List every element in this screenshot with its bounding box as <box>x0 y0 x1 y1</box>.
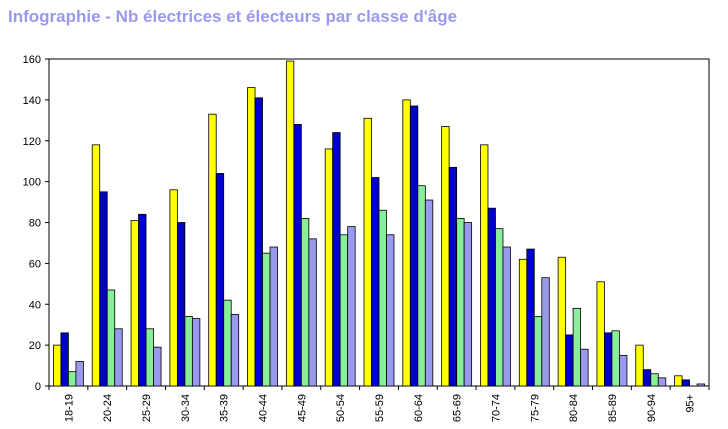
bar-35-39-series-3 <box>223 299 232 387</box>
y-tick-label: 40 <box>29 299 41 311</box>
bar-85-89-series-1 <box>596 281 605 387</box>
bar-85-89-series-3 <box>611 330 620 387</box>
bar-90-94-series-4 <box>657 377 667 387</box>
bar-80-84-series-4 <box>580 348 589 387</box>
bar-70-74-series-2 <box>487 207 496 387</box>
x-tick-label: 80-84 <box>568 394 580 422</box>
bar-55-59-series-1 <box>363 117 372 387</box>
chart-title: Infographie - Nb électrices et électeurs… <box>8 7 458 26</box>
bar-25-29-series-3 <box>145 328 154 387</box>
bar-25-29-series-2 <box>138 213 147 387</box>
x-tick-label: 35-39 <box>219 394 231 422</box>
x-tick-label: 30-34 <box>180 394 192 422</box>
bar-65-69-series-2 <box>448 166 458 387</box>
bar-18-19-series-3 <box>68 371 77 387</box>
y-tick-label: 20 <box>29 340 41 352</box>
x-tick-label: 20-24 <box>102 394 114 422</box>
bar-60-64-series-4 <box>424 199 434 387</box>
y-tick-label: 160 <box>23 54 41 66</box>
bar-60-64-series-2 <box>409 105 419 387</box>
bar-30-34-series-2 <box>176 222 186 387</box>
bar-65-69-series-3 <box>456 218 465 387</box>
bar-75-79-series-3 <box>533 316 543 387</box>
bar-40-44-series-4 <box>269 246 278 387</box>
x-tick-label: 25-29 <box>141 394 153 422</box>
bar-95+-series-1 <box>674 375 683 387</box>
bar-70-74-series-1 <box>480 144 489 387</box>
x-tick-label: 85-89 <box>607 394 619 422</box>
bar-35-39-series-1 <box>208 113 217 387</box>
bar-20-24-series-4 <box>114 328 123 387</box>
bar-80-84-series-1 <box>557 256 567 387</box>
bar-20-24-series-2 <box>99 191 108 387</box>
bar-85-89-series-2 <box>604 332 613 387</box>
y-tick-label: 60 <box>29 258 41 270</box>
x-tick-label: 45-49 <box>296 394 308 422</box>
y-tick-label: 140 <box>23 95 41 107</box>
bar-50-54-series-3 <box>339 234 349 387</box>
bar-45-49-series-2 <box>293 124 302 387</box>
bar-80-84-series-2 <box>565 334 574 387</box>
bar-65-69-series-4 <box>463 222 473 387</box>
bar-70-74-series-4 <box>502 246 511 387</box>
bar-65-69-series-1 <box>441 126 450 387</box>
y-tick-label: 0 <box>35 381 41 393</box>
bar-50-54-series-1 <box>324 148 334 387</box>
bar-60-64-series-1 <box>402 99 411 387</box>
x-tick-label: 60-64 <box>413 394 425 422</box>
bar-18-19-series-1 <box>53 344 62 387</box>
bar-30-34-series-1 <box>169 189 178 387</box>
bar-85-89-series-4 <box>619 354 628 387</box>
x-tick-label: 75-79 <box>529 394 541 422</box>
x-tick-label: 90-94 <box>646 394 658 422</box>
bar-35-39-series-2 <box>215 173 225 387</box>
bar-90-94-series-2 <box>642 369 652 387</box>
x-tick-label: 65-69 <box>452 394 464 422</box>
bar-55-59-series-4 <box>386 234 395 387</box>
bar-50-54-series-4 <box>347 226 356 387</box>
bar-18-19-series-2 <box>60 332 69 387</box>
bar-40-44-series-1 <box>247 87 256 387</box>
y-tick-label: 100 <box>23 177 41 189</box>
bar-25-29-series-4 <box>153 346 162 387</box>
bar-45-49-series-3 <box>300 218 310 387</box>
bar-90-94-series-1 <box>635 344 644 387</box>
x-tick-label: 40-44 <box>258 394 270 422</box>
bar-40-44-series-3 <box>262 252 271 387</box>
x-tick-label: 18-19 <box>63 394 75 422</box>
y-tick-label: 80 <box>29 218 41 230</box>
bar-90-94-series-3 <box>650 373 659 387</box>
x-tick-label: 95+ <box>685 394 697 413</box>
bar-80-84-series-3 <box>572 307 582 387</box>
x-tick-label: 50-54 <box>335 394 347 422</box>
bar-45-49-series-1 <box>285 60 295 387</box>
x-axis-ticks: 18-19 20-24 25-29 30-34 35-39 40-44 45-49 50-54… <box>48 386 710 422</box>
x-tick-label: 55-59 <box>374 394 386 422</box>
bar-20-24-series-1 <box>91 144 101 387</box>
x-tick-label: 70-74 <box>490 394 502 422</box>
bar-18-19-series-4 <box>75 361 84 387</box>
bar-40-44-series-2 <box>254 97 263 387</box>
bar-95+-series-2 <box>681 379 690 387</box>
bar-70-74-series-3 <box>495 228 504 387</box>
y-tick-label: 120 <box>23 136 41 148</box>
bar-45-49-series-4 <box>308 238 317 387</box>
bar-75-79-series-4 <box>541 277 550 387</box>
bar-55-59-series-3 <box>378 209 387 387</box>
bar-60-64-series-3 <box>417 185 426 387</box>
bar-30-34-series-4 <box>191 318 201 387</box>
bar-55-59-series-2 <box>371 177 380 387</box>
bar-20-24-series-3 <box>106 289 116 387</box>
bar-35-39-series-4 <box>230 314 240 387</box>
bar-25-29-series-1 <box>130 220 139 387</box>
bar-50-54-series-2 <box>332 132 341 387</box>
bar-30-34-series-3 <box>184 316 193 387</box>
y-axis-ticks: 0 20 40 60 80 100 120 140 160 <box>23 54 49 393</box>
chart-bars <box>53 60 705 387</box>
bar-75-79-series-2 <box>526 248 535 387</box>
bar-95+-series-4 <box>696 383 705 387</box>
bar-75-79-series-1 <box>518 258 528 387</box>
